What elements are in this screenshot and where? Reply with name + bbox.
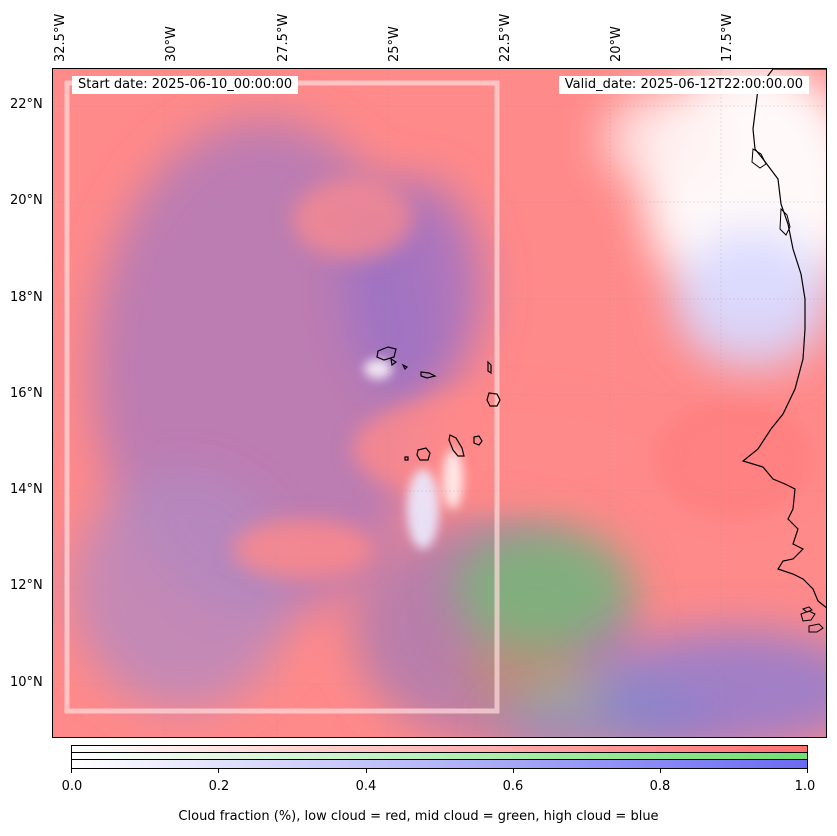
- colorbar-tick-label: 1.0: [794, 779, 816, 794]
- colorbar-tick: [71, 769, 72, 773]
- colorbar-tick-label: 0.8: [649, 779, 671, 794]
- colorbar-tick: [218, 769, 219, 773]
- lon-label-25w: 25°W: [387, 26, 402, 62]
- lon-label-27-5w: 27.5°W: [276, 13, 291, 62]
- lon-label-22-5w: 22.5°W: [498, 13, 513, 62]
- colorbar: [71, 745, 808, 769]
- clear-gaps: [364, 359, 463, 549]
- colorbar-tick-label: 0.2: [208, 779, 230, 794]
- colorbar-tick: [366, 769, 367, 773]
- lat-label-14n: 14°N: [10, 482, 43, 497]
- coastline-north: [751, 148, 791, 236]
- colorbar-tick: [807, 769, 808, 773]
- colorbar-tick: [513, 769, 514, 773]
- cloud-fraction-map: [52, 68, 827, 738]
- cape-verde-islands: [376, 346, 501, 461]
- colorbar-tick: [660, 769, 661, 773]
- colorbar-tick-label: 0.4: [355, 779, 377, 794]
- valid-date-label: Valid_date: 2025-06-12T22:00:00.00: [558, 76, 809, 94]
- lat-label-22n: 22°N: [10, 97, 43, 112]
- lon-label-30w: 30°W: [164, 26, 179, 62]
- lon-label-17-5w: 17.5°W: [720, 13, 735, 62]
- lon-label-20w: 20°W: [609, 26, 624, 62]
- lat-label-16n: 16°N: [10, 386, 43, 401]
- lat-label-10n: 10°N: [10, 675, 43, 690]
- coastline-africa: [741, 69, 826, 609]
- lon-label-32-5w: 32.5°W: [53, 13, 68, 62]
- colorbar-tick-label: 0.0: [61, 779, 83, 794]
- colorbar-high-cloud: [72, 760, 807, 768]
- colorbar-low-cloud: [72, 746, 807, 753]
- lat-label-12n: 12°N: [10, 578, 43, 593]
- lat-label-18n: 18°N: [10, 290, 43, 305]
- lat-label-20n: 20°N: [10, 193, 43, 208]
- colorbar-tick-label: 0.6: [502, 779, 524, 794]
- colorbar-mid-cloud: [72, 753, 807, 760]
- map-gridlines: [53, 69, 826, 737]
- high-cloud-area: [493, 629, 826, 737]
- colorbar-label: Cloud fraction (%), low cloud = red, mid…: [178, 809, 659, 824]
- coastal-islands: [800, 606, 824, 633]
- start-date-label: Start date: 2025-06-10_00:00:00: [72, 76, 299, 94]
- map-canvas: [53, 69, 826, 737]
